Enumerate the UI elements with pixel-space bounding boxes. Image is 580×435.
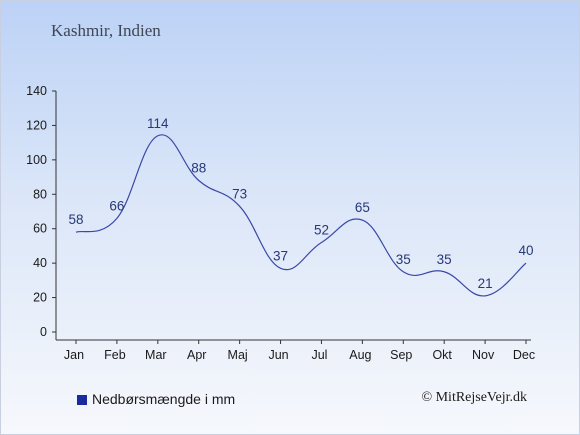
y-tick-label: 140 bbox=[26, 84, 47, 98]
x-tick-label: Nov bbox=[472, 348, 495, 362]
legend-label: Nedbørsmængde i mm bbox=[92, 391, 236, 407]
axes: 0 20 40 60 80 100 120 140 Jan Feb Mar Apr Maj Jun Jul A… bbox=[26, 84, 535, 362]
data-label: 35 bbox=[437, 252, 452, 267]
data-label: 40 bbox=[518, 243, 533, 258]
x-tick-label: Aug bbox=[349, 348, 371, 362]
x-tick-label: Maj bbox=[228, 348, 248, 362]
y-tick-label: 20 bbox=[33, 291, 47, 305]
x-tick-label: Dec bbox=[513, 348, 535, 362]
x-tick-label: Jun bbox=[268, 348, 288, 362]
x-tick-label: Jul bbox=[311, 348, 327, 362]
y-tick-label: 100 bbox=[26, 153, 47, 167]
y-tick-label: 80 bbox=[33, 187, 47, 201]
data-label: 35 bbox=[396, 252, 411, 267]
y-tick-label: 40 bbox=[33, 256, 47, 270]
legend-swatch bbox=[77, 395, 87, 405]
data-label: 114 bbox=[147, 116, 169, 131]
data-label: 65 bbox=[355, 200, 370, 215]
data-label: 73 bbox=[232, 186, 247, 201]
x-tick-label: Sep bbox=[390, 348, 412, 362]
chart-title: Kashmir, Indien bbox=[51, 21, 161, 40]
y-tick-label: 60 bbox=[33, 222, 47, 236]
x-tick-label: Apr bbox=[187, 348, 206, 362]
x-tick-label: Jan bbox=[64, 348, 84, 362]
data-label: 58 bbox=[68, 212, 83, 227]
x-tick-label: Mar bbox=[145, 348, 167, 362]
source-credit: © MitRejseVejr.dk bbox=[421, 390, 527, 405]
y-tick-label: 0 bbox=[40, 325, 47, 339]
data-label: 52 bbox=[314, 222, 329, 237]
chart-marks: 58 66 114 88 73 37 52 65 35 35 21 40 bbox=[68, 116, 534, 297]
data-label: 21 bbox=[478, 276, 493, 291]
y-tick-label: 120 bbox=[26, 118, 47, 132]
x-tick-label: Okt bbox=[432, 348, 452, 362]
x-tick-label: Feb bbox=[104, 348, 126, 362]
series-line bbox=[75, 134, 527, 297]
data-label: 66 bbox=[109, 198, 124, 213]
data-label: 37 bbox=[273, 248, 288, 263]
legend: Nedbørsmængde i mm bbox=[77, 391, 235, 407]
data-label: 88 bbox=[191, 161, 206, 176]
